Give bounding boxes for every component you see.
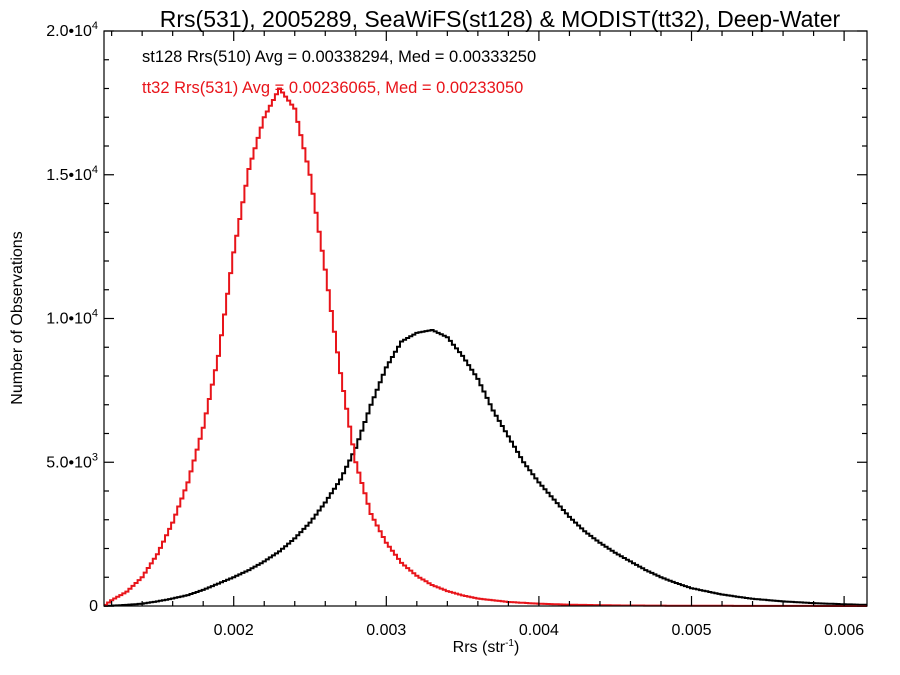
ticks-layer: [104, 30, 867, 607]
series-line-1: [104, 87, 867, 607]
y-tick-label-4: 2.0•104: [46, 20, 98, 40]
x-axis-label-text: Rrs (str: [453, 639, 506, 656]
y-axis-label: Number of Observations: [9, 231, 26, 404]
x-axis-label-close: ): [514, 639, 519, 656]
x-tick-label-0: 0.002: [214, 622, 254, 639]
y-tick-label-1: 5.0•103: [46, 451, 98, 471]
series-line-0: [104, 329, 867, 607]
plot-frame: [103, 30, 868, 607]
x-tick-label-3: 0.005: [671, 622, 711, 639]
series-layer: [104, 87, 867, 607]
annotation-st128: st128 Rrs(510) Avg = 0.00338294, Med = 0…: [142, 48, 536, 66]
tick-labels: 0.002 0.003 0.004 0.005 0.006 0 5.0•103 1.0•104…: [46, 20, 864, 639]
x-tick-label-2: 0.004: [519, 622, 559, 639]
x-tick-label-4: 0.006: [824, 622, 864, 639]
x-axis-label-exponent: -1: [505, 638, 514, 649]
y-tick-label-2: 1.0•104: [46, 308, 98, 328]
y-tick-label-3: 1.5•104: [46, 164, 98, 184]
x-axis-label: Rrs (str-1): [453, 638, 520, 656]
y-tick-label-0: 0: [89, 598, 98, 615]
annotation-tt32: tt32 Rrs(531) Avg = 0.00236065, Med = 0.…: [142, 79, 523, 97]
x-tick-label-1: 0.003: [366, 622, 406, 639]
chart-title: Rrs(531), 2005289, SeaWiFS(st128) & MODI…: [160, 6, 841, 32]
